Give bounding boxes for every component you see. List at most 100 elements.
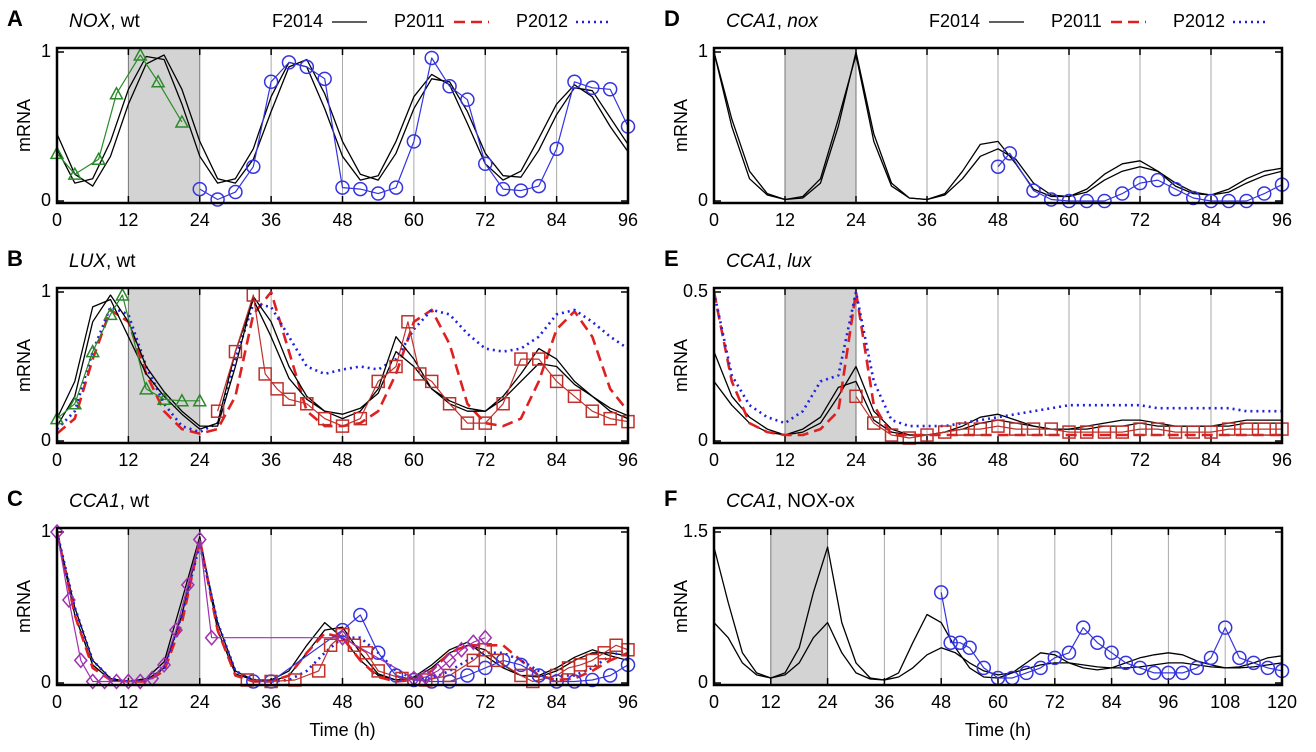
marker [323, 638, 338, 652]
marker [371, 374, 385, 389]
x-tick-label: 36 [874, 692, 894, 712]
title-part: , NOX-ox [777, 491, 856, 512]
marker [1203, 193, 1219, 209]
marker [263, 74, 279, 90]
marker [1204, 425, 1218, 439]
marker [388, 180, 404, 195]
x-tick-label: 48 [332, 210, 352, 230]
x-tick-label: 72 [1130, 450, 1150, 470]
marker [1097, 425, 1112, 439]
panel: 0 12 24 36 48 60 72 84 96 0 1C CCA1, wt mRNA Time (h) [7, 486, 638, 740]
marker [174, 114, 190, 128]
x-tick-label: 0 [52, 692, 62, 712]
marker [514, 352, 528, 366]
marker [1222, 422, 1236, 436]
data-line [217, 294, 628, 427]
model-line [57, 54, 628, 187]
marker [526, 674, 540, 689]
marker [1161, 665, 1176, 681]
marker [174, 393, 190, 407]
panel-title: NOX, wt [69, 11, 140, 32]
marker [192, 181, 207, 197]
marker [567, 389, 582, 404]
x-tick-label: 36 [261, 210, 281, 230]
x-tick-label: 12 [761, 692, 781, 712]
model-line [714, 51, 1282, 201]
marker [549, 374, 564, 389]
marker [943, 635, 958, 650]
marker [1186, 425, 1200, 439]
marker [121, 673, 136, 690]
marker [602, 668, 618, 683]
x-tick-label: 60 [404, 450, 424, 470]
marker [91, 151, 106, 166]
marker [962, 640, 977, 656]
x-tick-label: 0 [709, 450, 719, 470]
title-part: CCA1 [726, 251, 777, 272]
marker [150, 74, 166, 88]
panel-title: CCA1, lux [726, 251, 813, 272]
y-tick-label: 1.5 [683, 521, 708, 541]
marker [1097, 193, 1112, 209]
x-tick-label: 72 [475, 450, 495, 470]
marker [1090, 635, 1105, 650]
marker [192, 393, 208, 407]
marker [406, 134, 422, 149]
y-axis-label: mRNA [14, 339, 34, 392]
model-line [714, 290, 1282, 428]
y-tick-label: 1 [41, 521, 51, 541]
marker [991, 419, 1005, 433]
marker [454, 641, 469, 658]
marker [401, 315, 415, 329]
marker [976, 660, 992, 676]
marker [1150, 172, 1165, 188]
marker [1217, 620, 1233, 635]
marker [1002, 146, 1018, 161]
x-tick-label: 12 [775, 210, 795, 230]
marker [849, 389, 863, 404]
x-tick-label: 24 [818, 692, 838, 712]
panel-letter: A [7, 6, 23, 31]
marker [1026, 183, 1041, 198]
marker [168, 621, 183, 639]
y-axis-label: mRNA [671, 99, 691, 152]
marker [1033, 660, 1048, 676]
marker [495, 181, 511, 197]
model-line [57, 302, 628, 434]
marker [430, 662, 445, 680]
marker [317, 411, 332, 426]
marker [460, 668, 475, 683]
marker [1047, 650, 1063, 666]
marker [264, 674, 278, 689]
y-axis-label: mRNA [671, 339, 691, 392]
dark-period [784, 47, 857, 204]
x-tick-label: 72 [1045, 692, 1065, 712]
marker [335, 629, 350, 646]
marker [246, 159, 261, 174]
marker [884, 428, 899, 442]
y-tick-label: 0 [41, 672, 51, 692]
marker [513, 657, 529, 673]
x-tick-label: 12 [118, 450, 138, 470]
title-part: CCA1 [726, 11, 777, 32]
panel: 0 12 24 36 48 60 72 84 96 108 120 0 1.5 F CCA1, NOX-ox… [664, 486, 1297, 740]
marker [460, 92, 475, 107]
y-tick-label: 0.5 [683, 281, 708, 301]
marker [1133, 422, 1147, 436]
title-part: NOX [69, 11, 112, 32]
plot-frame [55, 526, 630, 687]
y-tick-label: 0 [698, 190, 708, 210]
marker [478, 416, 492, 430]
legend-label: P2011 [1051, 11, 1102, 31]
y-tick-label: 0 [41, 430, 51, 450]
x-tick-label: 48 [332, 692, 352, 712]
marker [1079, 193, 1094, 209]
x-tick-label: 60 [988, 692, 1008, 712]
y-axis-label: mRNA [14, 580, 34, 633]
x-tick-label: 72 [475, 692, 495, 712]
marker [389, 359, 403, 374]
marker [442, 668, 457, 683]
marker [442, 397, 457, 411]
model-line [57, 55, 628, 184]
marker [1044, 422, 1058, 436]
